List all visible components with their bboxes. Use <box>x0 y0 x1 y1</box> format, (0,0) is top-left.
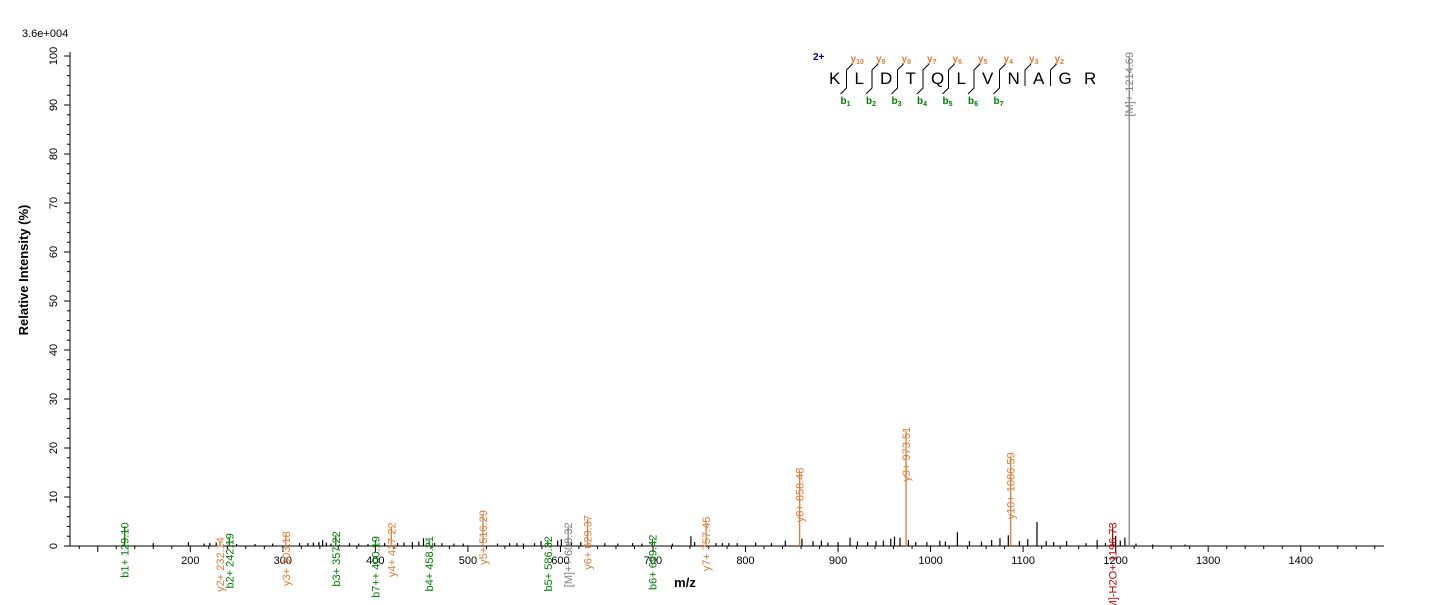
peak-label: y10+ 1086.59 <box>1006 452 1018 519</box>
y-tick-label: 40 <box>48 344 60 356</box>
peak-label: b2+ 242.19 <box>224 533 236 588</box>
y-ion-bracket <box>1050 63 1057 86</box>
sequence-residue: A <box>1033 69 1045 88</box>
peak-label: y2+ 232.14 <box>215 537 227 592</box>
peak-label: y3+ 303.18 <box>281 531 293 586</box>
b-ion-bracket <box>993 72 1000 95</box>
fragment-ion-label: b2 <box>866 96 876 108</box>
sequence-residue: K <box>829 69 841 88</box>
fragment-ion-label: y9 <box>876 54 886 66</box>
peak-label: b7++ 400.19 <box>371 536 383 598</box>
b-ion-bracket <box>865 72 873 95</box>
fragment-ion-label: b4 <box>917 96 927 108</box>
fragment-ion-label: y7 <box>927 54 937 66</box>
x-tick-label: 500 <box>459 555 477 567</box>
y-tick-label: 0 <box>48 543 60 549</box>
peak-label: [M]++ 608.32 <box>563 522 575 587</box>
peak-label: b6+ 699.42 <box>647 535 659 590</box>
y-tick-label: 10 <box>48 491 60 503</box>
fragment-ion-label: b6 <box>968 96 978 108</box>
peak-label: y4+ 417.22 <box>386 522 398 577</box>
b-ion-bracket <box>942 72 949 95</box>
x-tick-label: 200 <box>181 555 199 567</box>
y-ion-bracket <box>922 63 930 86</box>
y-tick-label: 100 <box>48 47 60 65</box>
peak-label: y6+ 629.37 <box>583 515 595 570</box>
y-tick-label: 70 <box>48 197 60 209</box>
peak-label: y7+ 757.45 <box>701 517 713 572</box>
y-ion-bracket <box>897 63 904 86</box>
fragment-ion-label: y5 <box>978 54 988 66</box>
peak-label: b4+ 458.21 <box>424 536 436 591</box>
y-ion-bracket <box>999 63 1006 86</box>
y-ion-bracket <box>846 63 853 86</box>
peak-label: y5+ 516.29 <box>478 510 490 565</box>
y-ion-bracket <box>871 63 879 86</box>
x-tick-label: 1200 <box>1103 555 1127 567</box>
x-axis-title: m/z <box>674 575 696 590</box>
x-tick-label: 1300 <box>1196 555 1220 567</box>
fragment-ion-label: b3 <box>892 96 902 108</box>
unassigned-peaks <box>152 521 1186 546</box>
fragment-ion-label: y8 <box>902 54 912 66</box>
fragment-ion-label: y4 <box>1004 54 1014 66</box>
x-tick-label: 600 <box>551 555 569 567</box>
sequence-residue: L <box>957 69 966 88</box>
y-tick-label: 80 <box>48 148 60 160</box>
y-tick-label: 20 <box>48 442 60 454</box>
y-tick-label: 50 <box>48 295 60 307</box>
x-tick-label: 700 <box>644 555 662 567</box>
sequence-residue: L <box>855 69 864 88</box>
fragment-ion-label: y10 <box>851 54 864 66</box>
x-tick-label: 1400 <box>1288 555 1312 567</box>
intensity-scale-label: 3.6e+004 <box>22 28 68 40</box>
peak-label: y9+ 973.51 <box>901 427 913 482</box>
peak-label: y8+ 858.48 <box>795 468 807 523</box>
b-ion-bracket <box>916 72 924 95</box>
y-ion-bracket <box>973 63 981 86</box>
y-axis-title: Relative Intensity (%) <box>16 205 31 336</box>
x-axis: 200 300 400 500 600 700 800 900 1000 1100 1200 1300… <box>70 545 1384 567</box>
y-tick-label: 30 <box>48 393 60 405</box>
x-tick-label: 300 <box>274 555 292 567</box>
sequence-residue: T <box>906 69 916 88</box>
y-ion-bracket <box>948 63 955 86</box>
sequence-residue: V <box>982 69 994 88</box>
y-tick-label: 60 <box>48 246 60 258</box>
sequence-residue: R <box>1084 69 1096 88</box>
sequence-residue: Q <box>931 69 944 88</box>
sequence-residue: D <box>880 69 892 88</box>
peak-label: [M]-H2O+ 1196.73 <box>1108 522 1120 605</box>
fragment-ion-label: b5 <box>943 96 953 108</box>
peak-label: [M]+ 1214.69 <box>1124 52 1136 117</box>
fragment-ion-label: b1 <box>841 96 851 108</box>
fragment-ion-label: y3 <box>1029 54 1039 66</box>
b-ion-bracket <box>840 72 847 95</box>
peak-label: b3+ 357.22 <box>331 531 343 586</box>
y-axis: 0 10 20 30 40 50 60 70 80 90 100 <box>48 47 71 549</box>
y-tick-label: 90 <box>48 99 60 111</box>
charge-state: 2+ <box>813 52 825 63</box>
sequence-residue: G <box>1059 69 1072 88</box>
fragment-ion-label: y2 <box>1055 54 1065 66</box>
peak-label: b5+ 586.32 <box>543 536 555 591</box>
x-tick-label: 1100 <box>1011 555 1035 567</box>
x-tick-label: 800 <box>736 555 754 567</box>
x-tick-label: 400 <box>366 555 384 567</box>
sequence-residue: N <box>1008 69 1020 88</box>
y-ion-bracket <box>1024 63 1032 86</box>
b-ion-bracket <box>891 72 898 95</box>
b-ion-bracket <box>967 72 975 95</box>
peak-label: b1+ 129.10 <box>120 522 132 577</box>
fragment-ion-label: y6 <box>953 54 963 66</box>
x-tick-label: 1000 <box>918 555 942 567</box>
x-tick-label: 900 <box>829 555 847 567</box>
fragment-ion-label: b7 <box>994 96 1004 108</box>
